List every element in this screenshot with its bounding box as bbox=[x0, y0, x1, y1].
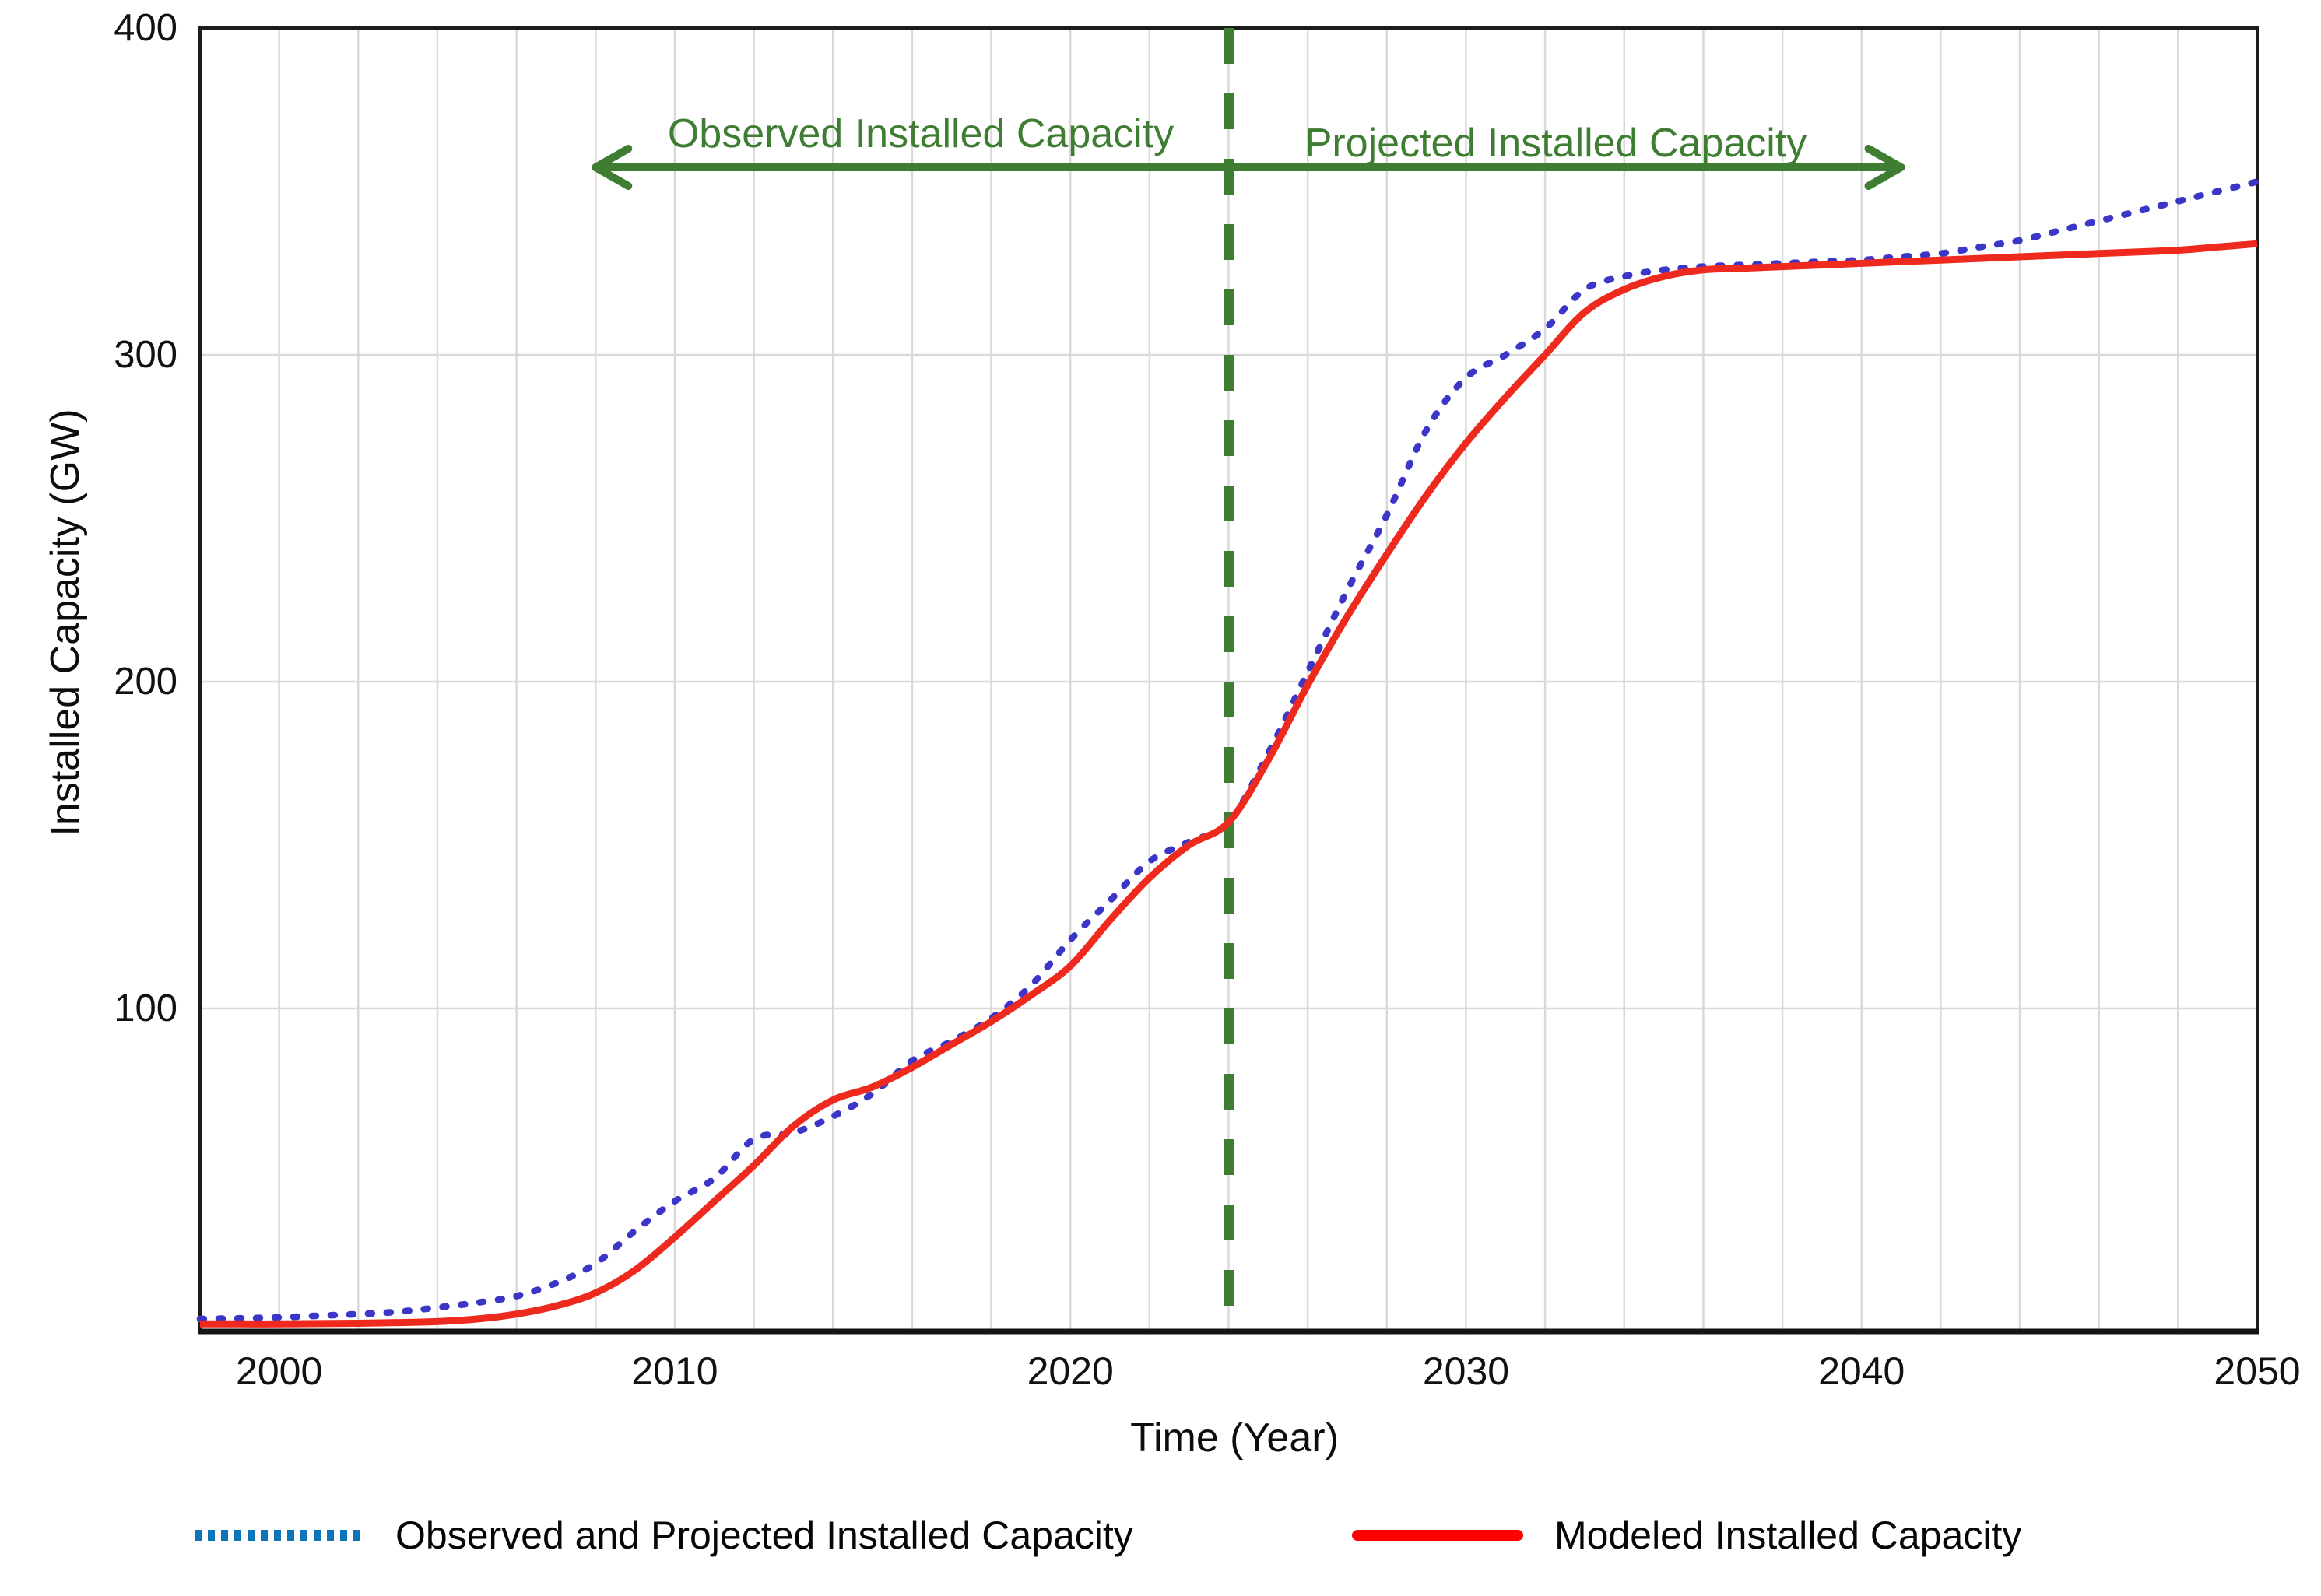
y-axis-title: Installed Capacity (GW) bbox=[43, 409, 88, 837]
legend-label-modeled: Modeled Installed Capacity bbox=[1554, 1514, 2022, 1557]
dotted-blue-line-icon bbox=[195, 1530, 363, 1541]
solid-red-line-icon bbox=[1352, 1530, 1523, 1541]
observed-region-label: Observed Installed Capacity bbox=[667, 111, 1175, 156]
x-tick-label: 2040 bbox=[1818, 1349, 1905, 1393]
range-arrow bbox=[592, 145, 1905, 190]
y-tick-label: 300 bbox=[114, 334, 177, 376]
x-tick-label: 2020 bbox=[1027, 1349, 1114, 1393]
x-tick-label: 2000 bbox=[236, 1349, 323, 1393]
gridlines bbox=[200, 26, 2259, 1331]
x-axis-title: Time (Year) bbox=[1130, 1415, 1339, 1461]
y-tick-label: 100 bbox=[114, 987, 177, 1030]
y-tick-label: 200 bbox=[114, 661, 177, 703]
projected-region-label: Projected Installed Capacity bbox=[1304, 121, 1807, 166]
legend-item-observed: Observed and Projected Installed Capacit… bbox=[195, 1508, 1133, 1563]
x-tick-label: 2030 bbox=[1422, 1349, 1510, 1393]
legend-label-observed: Observed and Projected Installed Capacit… bbox=[395, 1514, 1133, 1557]
x-tick-label: 2050 bbox=[2214, 1349, 2301, 1393]
arrow-left-icon bbox=[592, 145, 633, 190]
y-tick-label: 400 bbox=[114, 7, 177, 49]
modeled-series-line bbox=[200, 240, 2258, 1328]
legend: Observed and Projected Installed Capacit… bbox=[0, 1508, 2321, 1563]
arrow-right-icon bbox=[1864, 145, 1905, 190]
legend-item-modeled: Modeled Installed Capacity bbox=[1352, 1508, 2021, 1563]
x-tick-label: 2010 bbox=[631, 1349, 718, 1393]
